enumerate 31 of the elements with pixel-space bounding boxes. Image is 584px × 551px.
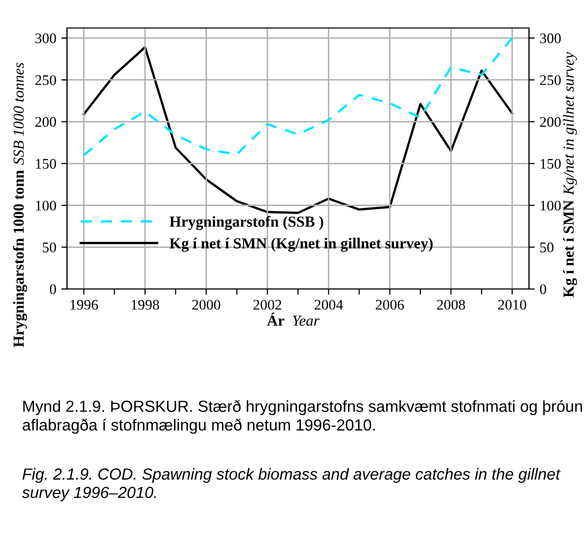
y-tick-label: 250 bbox=[35, 75, 56, 86]
y2-tick-label: 300 bbox=[540, 33, 561, 44]
y-tick-label: 200 bbox=[35, 117, 56, 127]
legend-label: Hrygningarstofn (SSB ) bbox=[170, 216, 324, 230]
y2-axis-title: Kg í net í SMN Kg/net in gillnet survey bbox=[563, 52, 577, 298]
y2-tick-label: 50 bbox=[540, 242, 554, 252]
text: Mynd 2.1.9. ÞORSKUR. Stærð hrygningarstofns samkvæmt stofnmati og þróun aflabragða í stofnmælingu með netum 1996-2010. bbox=[22, 400, 582, 434]
x-tick-label: 2008 bbox=[437, 300, 466, 310]
y2-tick-label: 200 bbox=[540, 117, 561, 127]
y2-tick-label: 250 bbox=[540, 75, 561, 86]
y-axis-title: Hrygningarstofn 1000 tonn SSB 1000 tonnes bbox=[12, 62, 28, 348]
y-tick-label: 150 bbox=[36, 158, 56, 169]
y2-tick-label: 100 bbox=[540, 200, 561, 211]
line-series bbox=[82, 46, 514, 214]
y2-tick-label: 0 bbox=[540, 284, 546, 294]
x-tick-label: 1998 bbox=[132, 300, 160, 310]
x-tick-label: 2004 bbox=[314, 300, 343, 310]
x-tick-label: 2010 bbox=[498, 300, 526, 310]
x-axis-title: Ár Year bbox=[266, 312, 320, 326]
line-series bbox=[82, 36, 514, 156]
x-tick-label: 2000 bbox=[192, 300, 220, 310]
x-tick-label: 2006 bbox=[376, 300, 404, 310]
caption: Fig. 2.1.9. COD. Spawning stock biomass and average catches in the gillnet survey 1996–2010. bbox=[22, 468, 561, 502]
y-tick-label: 100 bbox=[36, 200, 56, 211]
y2-tick-label: 150 bbox=[540, 158, 561, 169]
x-tick-label: 1996 bbox=[70, 300, 98, 310]
y-tick-label: 0 bbox=[50, 284, 56, 294]
y-tick-label: 300 bbox=[35, 33, 56, 44]
y-tick-label: 50 bbox=[42, 242, 56, 252]
legend-label: Kg í net í SMN (Kg/net in gillnet survey) bbox=[170, 238, 433, 252]
x-tick-label: 2002 bbox=[253, 300, 282, 310]
